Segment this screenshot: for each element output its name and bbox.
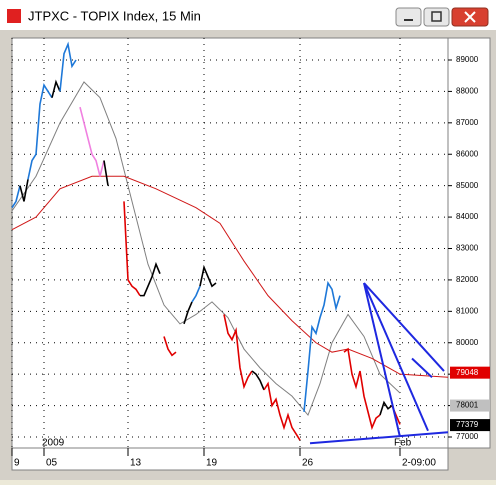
x-tick-label: 05 [46, 458, 58, 469]
moving-average [11, 175, 449, 378]
trendline [363, 282, 429, 432]
price-label: 78001 [456, 401, 479, 410]
window-icon [7, 9, 21, 23]
price-line [11, 185, 21, 209]
trendline [363, 282, 401, 438]
price-line [123, 201, 141, 297]
price-label-box [450, 419, 490, 432]
y-tick-label: 84000 [456, 212, 479, 221]
plot-area [11, 37, 449, 449]
maximize-button[interactable] [423, 7, 450, 27]
window-title: JTPXC - TOPIX Index, 15 Min [28, 8, 201, 23]
x-tick-label: 13 [130, 458, 142, 469]
price-line [263, 381, 301, 441]
price-line [19, 179, 29, 202]
y-tick-label: 89000 [456, 55, 479, 64]
close-glyph [464, 11, 476, 23]
y-axis-area [447, 37, 491, 449]
price-line [183, 301, 193, 325]
trendline [411, 357, 433, 379]
y-tick-label: 82000 [456, 275, 479, 284]
price-line [223, 314, 253, 390]
price-line [103, 160, 109, 186]
x-tick-label: 2-09:00 [402, 458, 436, 469]
moving-average [11, 81, 401, 416]
price-label-box [450, 366, 490, 379]
price-line [251, 370, 265, 391]
price-line [191, 285, 201, 303]
price-label-box [450, 399, 490, 412]
y-tick-label: 80000 [456, 338, 479, 347]
price-label: 79048 [456, 368, 479, 377]
trendline [309, 431, 449, 445]
x-tick-label: 19 [206, 458, 218, 469]
trendline [363, 282, 445, 372]
price-line [163, 336, 177, 357]
price-label: 77379 [456, 420, 479, 429]
x-tick-label: 9 [14, 458, 20, 469]
price-line [199, 264, 217, 288]
price-line [140, 261, 161, 297]
price-line [343, 347, 381, 431]
price-line [79, 106, 105, 177]
x-tick-label: 26 [302, 458, 314, 469]
price-line [303, 280, 341, 412]
y-tick-label: 83000 [456, 244, 479, 253]
y-tick-label: 77000 [456, 432, 479, 441]
x-axis-area [11, 447, 449, 471]
price-line [27, 83, 53, 180]
period-label: Feb [394, 438, 412, 449]
y-tick-label: 81000 [456, 306, 479, 315]
y-tick-label: 85000 [456, 181, 479, 190]
y-tick-label: 87000 [456, 118, 479, 127]
price-line [59, 41, 77, 92]
minimize-button[interactable] [395, 7, 422, 27]
period-label: 2009 [42, 438, 65, 449]
y-tick-label: 86000 [456, 149, 479, 158]
y-tick-label: 88000 [456, 87, 479, 96]
price-line [51, 79, 61, 98]
price-line [379, 400, 393, 416]
maximize-glyph [431, 11, 442, 22]
